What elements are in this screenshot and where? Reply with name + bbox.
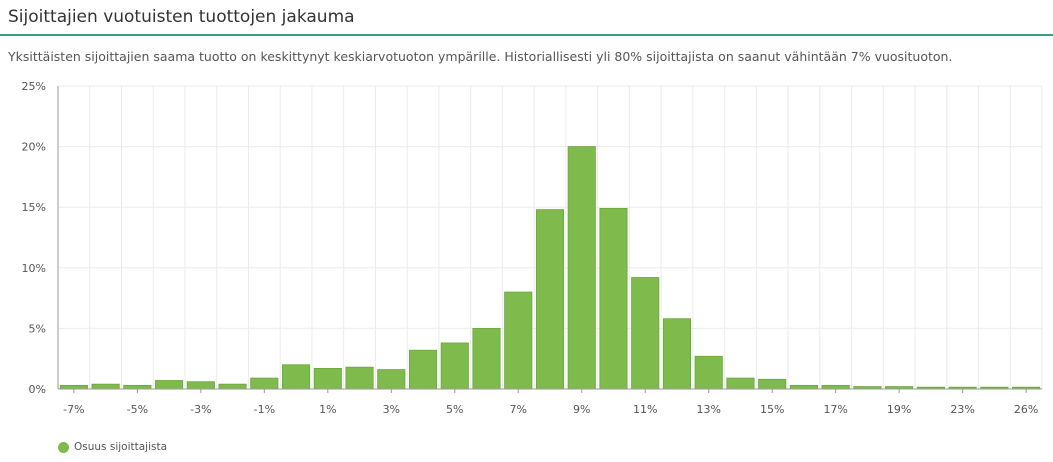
bar--7%[interactable] <box>59 384 88 390</box>
bar-6%[interactable] <box>472 327 501 390</box>
bar--4%[interactable] <box>155 380 184 390</box>
y-tick-label: 0% <box>29 383 46 396</box>
x-axis-ticks: -7% -5% -3% -1% 1% 3% 5% 7% 9% 11% 13% 15% 17% 19% 23%… <box>63 389 1038 416</box>
bar-12%[interactable] <box>662 318 692 390</box>
bar-10%[interactable] <box>599 208 628 390</box>
x-tick-label: 5% <box>446 403 463 416</box>
x-tick-label: 26% <box>1014 403 1038 416</box>
x-tick-label: -5% <box>127 403 148 416</box>
bar-9%[interactable] <box>567 146 596 390</box>
x-tick-label: 15% <box>760 403 784 416</box>
chart-description: Yksittäisten sijoittajien saama tuotto o… <box>8 49 953 64</box>
y-tick-label: 5% <box>29 322 46 335</box>
chart-axes <box>57 86 1042 390</box>
bar-7%[interactable] <box>504 291 533 390</box>
x-tick-label: 23% <box>950 403 974 416</box>
bar--6%[interactable] <box>91 383 120 390</box>
bar-1%[interactable] <box>313 367 342 390</box>
bar-0%[interactable] <box>282 364 311 390</box>
chart-bars <box>59 146 1041 390</box>
x-tick-label: 17% <box>823 403 847 416</box>
legend-marker <box>58 441 69 453</box>
legend-label: Osuus sijoittajista <box>74 441 168 453</box>
bar-15%[interactable] <box>758 378 787 390</box>
y-tick-label: 25% <box>22 80 46 93</box>
x-tick-label: 9% <box>573 403 590 416</box>
bar-3%[interactable] <box>377 369 406 390</box>
bar-13%[interactable] <box>694 355 723 390</box>
x-tick-label: -3% <box>190 403 211 416</box>
x-tick-label: 19% <box>887 403 911 416</box>
y-tick-label: 10% <box>22 262 46 275</box>
x-tick-label: 7% <box>510 403 527 416</box>
bar--1%[interactable] <box>250 377 279 390</box>
x-tick-label: 13% <box>696 403 720 416</box>
bar--3%[interactable] <box>186 381 215 390</box>
x-tick-label: -7% <box>63 403 84 416</box>
bar--2%[interactable] <box>218 383 247 390</box>
bar-14%[interactable] <box>726 377 755 390</box>
x-tick-label: 11% <box>633 403 657 416</box>
bar-16%[interactable] <box>789 384 818 390</box>
x-tick-label: 1% <box>319 403 336 416</box>
x-tick-label: 3% <box>383 403 400 416</box>
bar-8%[interactable] <box>535 209 565 390</box>
chart-legend[interactable]: Osuus sijoittajista <box>58 441 167 453</box>
y-tick-label: 15% <box>22 201 46 214</box>
title-divider <box>0 34 1053 36</box>
bar-2%[interactable] <box>345 366 374 390</box>
bar-5%[interactable] <box>440 342 469 390</box>
bar--5%[interactable] <box>123 384 152 390</box>
chart-title: Sijoittajien vuotuisten tuottojen jakaum… <box>8 7 355 27</box>
bar-17%[interactable] <box>821 384 850 390</box>
y-tick-label: 20% <box>22 141 46 154</box>
x-tick-label: -1% <box>254 403 275 416</box>
bar-4%[interactable] <box>408 349 438 390</box>
bar-11%[interactable] <box>631 277 660 390</box>
y-axis-ticks: 0% 5% 10% 15% 20% 25% <box>22 80 46 396</box>
